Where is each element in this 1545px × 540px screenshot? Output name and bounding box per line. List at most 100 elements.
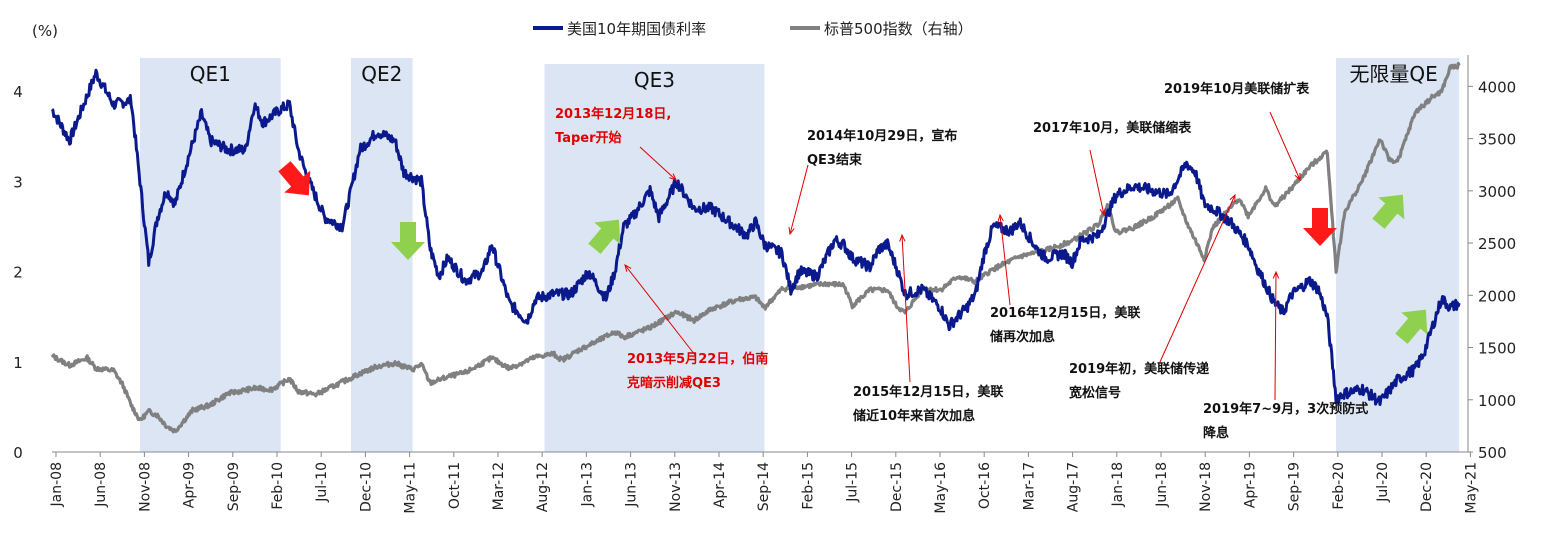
- annotation-leader: [999, 214, 1011, 306]
- annotation-leader: [1159, 194, 1236, 363]
- legend-label-sp500: 标普500指数（右轴）: [824, 20, 973, 38]
- x-tick-label: Jun-18: [1154, 462, 1170, 508]
- annotation-arrowhead: [997, 213, 1004, 222]
- arrow-shape: [1395, 309, 1428, 344]
- x-tick-label: Feb-10: [270, 462, 286, 510]
- y-left-tick-label: 3: [13, 173, 23, 191]
- annotation-arrowhead: [624, 263, 632, 272]
- annotation-text: 储再次加息: [989, 329, 1055, 345]
- x-tick-label: Nov-13: [668, 462, 684, 512]
- qe-region: [351, 58, 413, 452]
- up-arrow-icon: [1395, 309, 1428, 344]
- arrow-shape: [1303, 208, 1337, 246]
- legend-label-treasury: 美国10年期国债利率: [567, 20, 706, 38]
- annotations: 2013年12月18日, Taper开始 2014年10月29日，宣布 QE3结束 20…: [555, 81, 1368, 441]
- y-left-tick-label: 0: [13, 444, 23, 462]
- annotation-leader: [901, 234, 911, 383]
- x-tick-label: Jan-13: [579, 462, 595, 507]
- qe-region: [544, 64, 765, 452]
- qe-region-label: QE3: [634, 68, 675, 92]
- series-lines: [50, 61, 1461, 434]
- x-tick-label: Apr-09: [182, 462, 198, 508]
- annotation-leader: [624, 264, 696, 356]
- annotation-leader: [639, 146, 677, 181]
- axes: (%) 0 1 2 3 4 500 1000 1500 2000 2500 3000 3500 4000 J…: [13, 22, 1516, 514]
- annotation-arrowhead: [1294, 172, 1301, 182]
- down-arrow-icon: [1303, 208, 1337, 246]
- x-tick-label: Sep-09: [226, 462, 242, 511]
- annotation-text: 储近10年来首次加息: [852, 408, 975, 424]
- annotation-text: 克暗示削减QE3: [627, 375, 721, 391]
- x-tick-label: Jun-13: [624, 462, 640, 508]
- annotation-text: 2016年12月15日，美联: [990, 305, 1140, 321]
- y-right-tick-label: 1500: [1478, 340, 1516, 358]
- annotation-text: 宽松信号: [1068, 385, 1121, 401]
- annotation-text: 2014年10月29日，宣布: [807, 128, 957, 144]
- annotation-leader: [789, 164, 809, 235]
- x-tick-label: Dec-15: [889, 462, 905, 512]
- up-arrow-icon: [1372, 194, 1405, 229]
- y-right-tick-label: 2500: [1478, 235, 1516, 253]
- down-arrow-icon: [278, 161, 311, 196]
- annotation-text: 2015年12月15日，美联: [853, 384, 1003, 400]
- arrow-shape: [1372, 194, 1405, 229]
- up-arrow-icon: [588, 219, 621, 254]
- x-tick-label: May-11: [403, 462, 419, 514]
- qe-region-label: QE2: [361, 62, 402, 86]
- y-left-unit: (%): [32, 22, 58, 40]
- x-tick-label: Sep-19: [1287, 462, 1303, 511]
- annotation-leader: [1269, 111, 1301, 181]
- x-tick-label: Jul-20: [1375, 462, 1391, 503]
- qe-region-label: 无限量QE: [1349, 62, 1437, 86]
- x-tick-label: Apr-19: [1242, 462, 1258, 508]
- annotation-text: 降息: [1203, 425, 1229, 441]
- annotation-leader: [1274, 271, 1277, 401]
- x-tick-label: Nov-18: [1198, 462, 1214, 512]
- annotation-text: Taper开始: [555, 130, 622, 146]
- trend-arrows: [278, 161, 1428, 344]
- legend: 美国10年期国债利率 标普500指数（右轴）: [533, 20, 973, 38]
- x-tick-label: Dec-20: [1419, 462, 1435, 512]
- y-left-tick-label: 4: [13, 83, 23, 101]
- y-right-tick-label: 1000: [1478, 392, 1516, 410]
- annotation-arrowhead: [788, 227, 795, 236]
- x-tick-label: Dec-10: [358, 462, 374, 512]
- annotation-text: 2019年初，美联储传递: [1069, 361, 1209, 377]
- x-tick-label: Sep-14: [756, 462, 772, 511]
- annotation-text: 2019年10月美联储扩表: [1164, 81, 1310, 97]
- annotation-text: 2013年12月18日,: [555, 106, 671, 122]
- annotation-leader: [1089, 149, 1105, 216]
- y-right-tick-label: 4000: [1478, 78, 1516, 96]
- annotation-arrowhead: [1272, 270, 1280, 279]
- annotation-text: 2013年5月22日，伯南: [627, 351, 768, 367]
- x-tick-label: May-16: [933, 462, 949, 514]
- annotation-text: QE3结束: [807, 152, 863, 168]
- y-left-tick-label: 1: [13, 354, 23, 372]
- qe-region-label: QE1: [190, 62, 231, 86]
- y-right-tick-label: 2000: [1478, 287, 1516, 305]
- annotation-arrowhead: [1099, 208, 1106, 217]
- x-tick-label: Jan-08: [49, 462, 65, 507]
- x-tick-label: Jul-10: [314, 462, 330, 503]
- x-tick-label: Apr-14: [712, 462, 728, 508]
- y-right-tick-label: 500: [1478, 444, 1507, 462]
- annotation-text: 2019年7~9月，3次预防式: [1203, 401, 1368, 417]
- x-tick-label: Oct-16: [977, 462, 993, 509]
- annotation-arrowhead: [1229, 193, 1236, 203]
- x-tick-label: Jun-08: [93, 462, 109, 508]
- x-tick-label: Oct-11: [447, 462, 463, 509]
- shaded-regions: QE1 QE2 QE3 无限量QE: [139, 58, 1460, 452]
- x-tick-label: May-21: [1463, 462, 1479, 514]
- x-tick-label: Aug-17: [1066, 462, 1082, 512]
- sp500-line: [50, 61, 1461, 434]
- x-tick-label: Aug-12: [535, 462, 551, 512]
- annotation-text: 2017年10月，美联储缩表: [1033, 120, 1192, 136]
- arrow-shape: [588, 219, 621, 254]
- x-tick-label: Mar-17: [1021, 462, 1037, 510]
- x-tick-label: Feb-20: [1331, 462, 1347, 510]
- arrow-shape: [278, 161, 311, 196]
- x-tick-label: Nov-08: [137, 462, 153, 512]
- arrow-shape: [391, 222, 425, 260]
- down-arrow-icon: [391, 222, 425, 260]
